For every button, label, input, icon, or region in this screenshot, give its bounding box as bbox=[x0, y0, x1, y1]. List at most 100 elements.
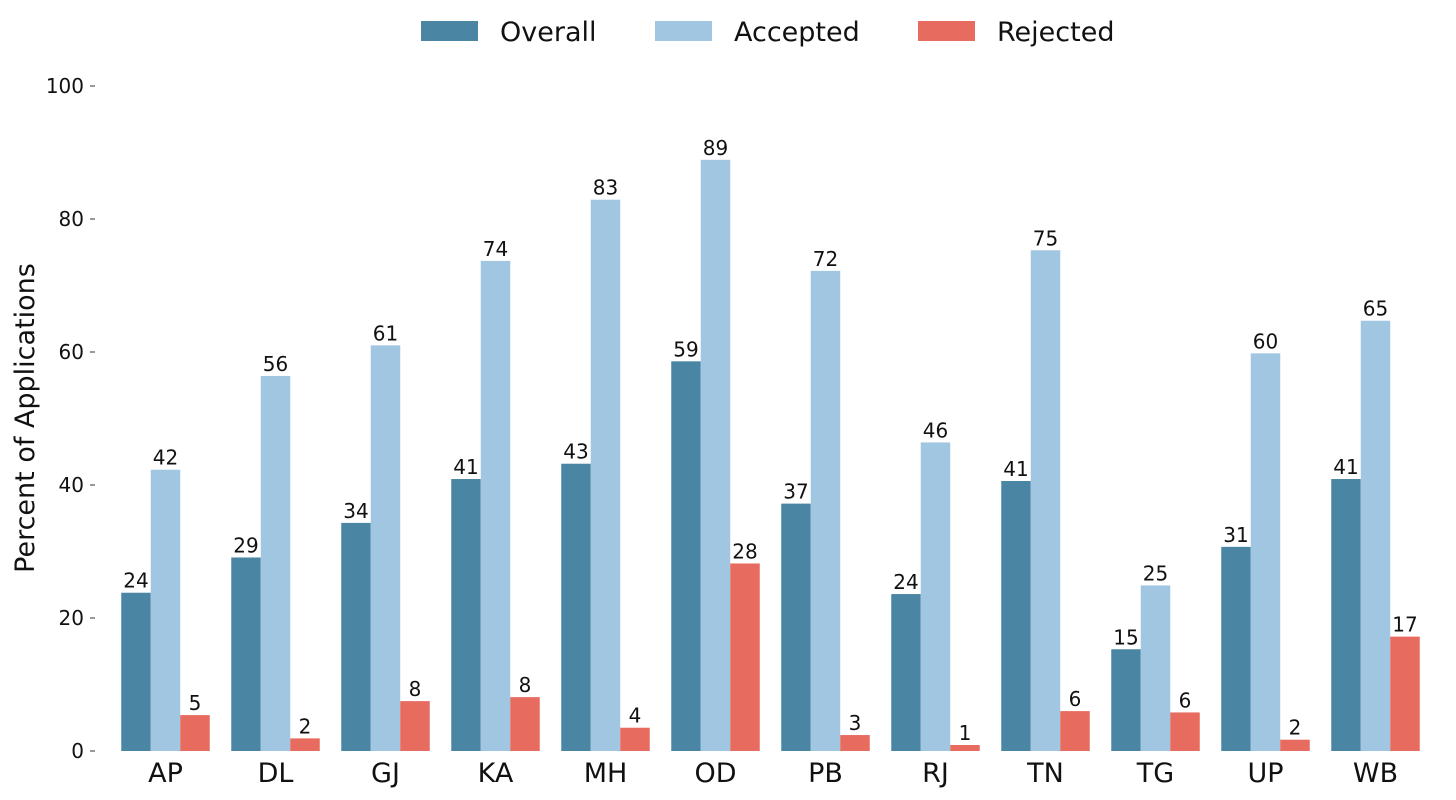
bar-value-label: 42 bbox=[153, 446, 178, 470]
bar-value-label: 29 bbox=[233, 533, 258, 557]
bar-value-label: 24 bbox=[893, 570, 918, 594]
bar-rejected-rj bbox=[950, 745, 980, 751]
bar-value-label: 34 bbox=[343, 499, 368, 523]
bar-value-label: 15 bbox=[1113, 625, 1138, 649]
y-axis-title: Percent of Applications bbox=[10, 263, 41, 573]
x-tick-label: GJ bbox=[371, 758, 400, 789]
x-tick-label: TG bbox=[1136, 758, 1174, 789]
bar-value-label: 89 bbox=[703, 136, 728, 160]
bar-labels-group: 2442529562346184174843834598928377232446… bbox=[123, 136, 1417, 745]
x-tick-label: OD bbox=[694, 758, 736, 789]
bar-accepted-tg bbox=[1140, 585, 1171, 751]
bar-rejected-od bbox=[730, 563, 760, 751]
bar-overall-rj bbox=[891, 594, 921, 751]
x-tick-label: MH bbox=[584, 758, 628, 789]
bar-rejected-ap bbox=[180, 715, 210, 751]
y-tick-label: 80 bbox=[59, 207, 84, 231]
bar-value-label: 72 bbox=[813, 247, 838, 271]
y-axis: 0 20 40 60 80 100 bbox=[46, 74, 95, 763]
bars-group bbox=[121, 159, 1420, 752]
bar-accepted-mh bbox=[590, 199, 621, 752]
bar-value-label: 28 bbox=[732, 539, 757, 563]
bar-accepted-pb bbox=[810, 270, 841, 751]
x-tick-label: AP bbox=[148, 758, 183, 789]
y-tick-label: 100 bbox=[46, 74, 84, 98]
bar-value-label: 56 bbox=[263, 352, 288, 376]
bar-rejected-up bbox=[1280, 739, 1310, 751]
bar-value-label: 41 bbox=[1003, 457, 1028, 481]
bar-value-label: 37 bbox=[783, 480, 808, 504]
x-tick-label: UP bbox=[1247, 758, 1283, 789]
bar-accepted-dl bbox=[260, 375, 291, 751]
legend-swatch-rejected bbox=[918, 21, 975, 41]
bar-accepted-up bbox=[1250, 353, 1281, 751]
bar-overall-wb bbox=[1331, 479, 1361, 751]
bar-value-label: 1 bbox=[959, 721, 972, 745]
bar-overall-tg bbox=[1111, 649, 1141, 751]
bar-value-label: 31 bbox=[1223, 523, 1248, 547]
bar-value-label: 83 bbox=[593, 176, 618, 200]
bar-overall-ka bbox=[451, 479, 481, 751]
legend-swatch-overall bbox=[421, 21, 478, 41]
y-tick-label: 40 bbox=[59, 473, 84, 497]
legend-label-rejected: Rejected bbox=[997, 17, 1114, 48]
bar-overall-mh bbox=[561, 463, 591, 751]
x-tick-label: TN bbox=[1026, 758, 1064, 789]
bar-overall-od bbox=[671, 361, 701, 751]
legend: Overall Accepted Rejected bbox=[421, 17, 1114, 48]
x-tick-label: DL bbox=[258, 758, 294, 789]
bar-value-label: 2 bbox=[1289, 716, 1302, 740]
bar-accepted-ap bbox=[150, 469, 181, 751]
legend-label-overall: Overall bbox=[500, 17, 597, 48]
bar-value-label: 60 bbox=[1253, 329, 1278, 353]
bar-value-label: 59 bbox=[673, 337, 698, 361]
bar-value-label: 6 bbox=[1179, 688, 1192, 712]
bar-accepted-gj bbox=[370, 345, 401, 751]
bar-value-label: 3 bbox=[849, 711, 862, 735]
x-axis: AP DL GJ KA MH OD PB RJ TN TG UP WB bbox=[148, 758, 1398, 789]
bar-value-label: 65 bbox=[1363, 297, 1388, 321]
y-tick-label: 0 bbox=[71, 739, 84, 763]
x-tick-label: KA bbox=[478, 758, 514, 789]
x-tick-label: PB bbox=[808, 758, 843, 789]
bar-overall-dl bbox=[231, 557, 261, 751]
bar-value-label: 74 bbox=[483, 237, 508, 261]
bar-rejected-mh bbox=[620, 727, 650, 751]
bar-value-label: 75 bbox=[1033, 226, 1058, 250]
bar-accepted-wb bbox=[1360, 320, 1391, 751]
bar-rejected-ka bbox=[510, 697, 540, 751]
bar-value-label: 5 bbox=[189, 691, 202, 715]
bar-overall-ap bbox=[121, 592, 151, 751]
bar-value-label: 2 bbox=[299, 714, 312, 738]
bar-value-label: 41 bbox=[453, 455, 478, 479]
bar-accepted-tn bbox=[1030, 250, 1061, 751]
y-tick-label: 60 bbox=[59, 340, 84, 364]
bar-value-label: 61 bbox=[373, 321, 398, 345]
bar-rejected-tg bbox=[1170, 712, 1200, 751]
x-tick-label: RJ bbox=[922, 758, 949, 789]
bar-value-label: 43 bbox=[563, 440, 588, 464]
bar-value-label: 41 bbox=[1333, 455, 1358, 479]
bar-accepted-ka bbox=[480, 260, 511, 751]
bar-overall-pb bbox=[781, 503, 811, 751]
bar-rejected-gj bbox=[400, 701, 430, 751]
bar-value-label: 17 bbox=[1392, 613, 1417, 637]
bar-rejected-wb bbox=[1390, 636, 1420, 751]
bar-rejected-tn bbox=[1060, 711, 1090, 751]
bar-rejected-dl bbox=[290, 738, 320, 751]
bar-value-label: 6 bbox=[1069, 687, 1082, 711]
bar-value-label: 46 bbox=[923, 418, 948, 442]
bar-value-label: 25 bbox=[1143, 561, 1168, 585]
x-tick-label: WB bbox=[1353, 758, 1398, 789]
legend-swatch-accepted bbox=[655, 21, 712, 41]
bar-accepted-rj bbox=[920, 442, 951, 751]
bar-rejected-pb bbox=[840, 735, 870, 751]
legend-label-accepted: Accepted bbox=[734, 17, 860, 48]
bar-value-label: 8 bbox=[519, 673, 532, 697]
y-tick-label: 20 bbox=[59, 606, 84, 630]
bar-overall-gj bbox=[341, 522, 371, 751]
bar-value-label: 8 bbox=[409, 677, 422, 701]
bar-overall-up bbox=[1221, 546, 1251, 751]
